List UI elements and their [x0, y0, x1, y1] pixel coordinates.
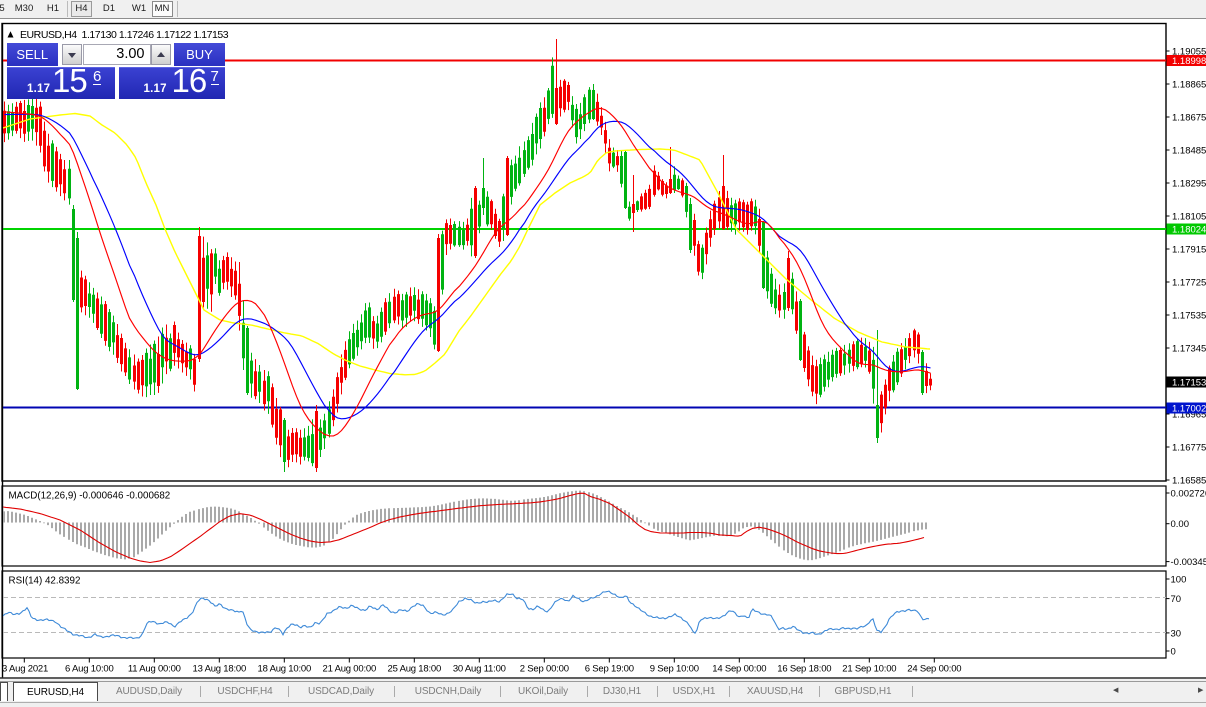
svg-text:0: 0	[1171, 647, 1176, 658]
svg-text:13 Aug 18:00: 13 Aug 18:00	[192, 664, 246, 675]
svg-text:25 Aug 18:00: 25 Aug 18:00	[387, 664, 441, 675]
svg-text:6 Sep 19:00: 6 Sep 19:00	[585, 664, 634, 675]
svg-text:21 Aug 00:00: 21 Aug 00:00	[322, 664, 376, 675]
svg-text:1.18865: 1.18865	[1172, 80, 1206, 91]
svg-text:1.16965: 1.16965	[1172, 410, 1206, 421]
svg-text:1.18024: 1.18024	[1172, 225, 1206, 236]
svg-text:1.17535: 1.17535	[1172, 311, 1206, 322]
svg-text:2 Sep 00:00: 2 Sep 00:00	[520, 664, 569, 675]
svg-text:18 Aug 10:00: 18 Aug 10:00	[257, 664, 311, 675]
svg-text:3 Aug 2021: 3 Aug 2021	[2, 664, 48, 675]
svg-text:1.17915: 1.17915	[1172, 245, 1206, 256]
svg-text:1.18998: 1.18998	[1172, 56, 1206, 67]
svg-text:MACD(12,26,9) -0.000646 -0.000: MACD(12,26,9) -0.000646 -0.000682	[9, 491, 171, 502]
svg-text:21 Sep 10:00: 21 Sep 10:00	[842, 664, 896, 675]
svg-text:1.19055: 1.19055	[1172, 47, 1206, 58]
svg-text:30 Aug 11:00: 30 Aug 11:00	[453, 664, 506, 675]
svg-text:30: 30	[1171, 628, 1182, 639]
svg-text:6 Aug 10:00: 6 Aug 10:00	[65, 664, 114, 675]
svg-text:0.002726: 0.002726	[1171, 489, 1206, 500]
svg-text:RSI(14) 42.8392: RSI(14) 42.8392	[9, 576, 81, 587]
svg-text:1.16775: 1.16775	[1172, 443, 1206, 454]
svg-text:16 Sep 18:00: 16 Sep 18:00	[777, 664, 831, 675]
svg-text:11 Aug 00:00: 11 Aug 00:00	[128, 664, 181, 675]
svg-text:0.00: 0.00	[1171, 519, 1190, 530]
svg-text:EURUSD,H4 1.17130 1.17246 1.1: EURUSD,H4 1.17130 1.17246 1.17122 1.1715…	[20, 29, 229, 41]
svg-text:1.18485: 1.18485	[1172, 146, 1206, 157]
svg-text:1.17345: 1.17345	[1172, 344, 1206, 355]
svg-text:24 Sep 00:00: 24 Sep 00:00	[907, 664, 961, 675]
svg-text:1.17002: 1.17002	[1172, 404, 1206, 415]
svg-text:1.18675: 1.18675	[1172, 113, 1206, 124]
svg-text:9 Sep 10:00: 9 Sep 10:00	[650, 664, 699, 675]
svg-text:14 Sep 00:00: 14 Sep 00:00	[712, 664, 766, 675]
svg-text:1.18295: 1.18295	[1172, 179, 1206, 190]
svg-text:1.17725: 1.17725	[1172, 278, 1206, 289]
svg-text:1.17153: 1.17153	[1172, 378, 1206, 389]
svg-text:-0.00345: -0.00345	[1171, 557, 1206, 568]
svg-text:100: 100	[1171, 575, 1187, 586]
svg-text:70: 70	[1171, 594, 1182, 605]
svg-text:1.16585: 1.16585	[1172, 476, 1206, 487]
svg-text:1.18105: 1.18105	[1172, 212, 1206, 223]
